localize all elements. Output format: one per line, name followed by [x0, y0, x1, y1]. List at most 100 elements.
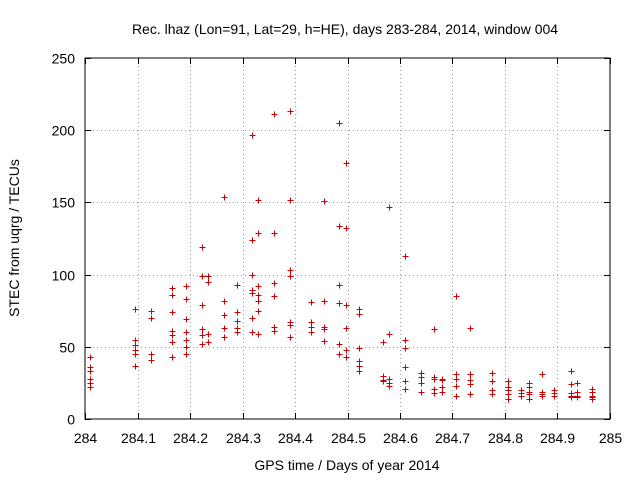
data-point [255, 283, 262, 290]
data-point [431, 376, 438, 383]
data-point [386, 331, 393, 338]
data-point [467, 371, 474, 378]
data-point [287, 334, 294, 341]
data-point [539, 371, 546, 378]
data-point [402, 378, 409, 385]
data-point [489, 370, 496, 377]
x-tick-label: 284.7 [435, 430, 470, 446]
data-point [183, 337, 190, 344]
data-point [467, 325, 474, 332]
data-points [87, 108, 596, 403]
data-point [221, 194, 228, 201]
data-point [343, 160, 350, 167]
y-axis-label: STEC from uqrg / TECUs [6, 159, 22, 317]
y-tick-label: 150 [52, 195, 76, 211]
data-point [402, 337, 409, 344]
data-point [287, 108, 294, 115]
data-point [467, 381, 474, 388]
x-axis: 284 284.1 284.2 284.3 284.4 284.5 284.6 284.7 28… [74, 58, 622, 446]
data-point [148, 357, 155, 364]
y-tick-label: 50 [59, 340, 75, 356]
data-point [336, 120, 343, 127]
data-point [87, 384, 94, 391]
data-point [249, 329, 256, 336]
x-axis-label: GPS time / Days of year 2014 [254, 457, 439, 473]
data-point [343, 354, 350, 361]
data-point [574, 394, 581, 401]
data-point [343, 225, 350, 232]
data-point [234, 329, 241, 336]
data-point [255, 197, 262, 204]
data-point [356, 345, 363, 352]
y-tick-label: 250 [52, 51, 76, 67]
data-point [568, 381, 575, 388]
data-point [343, 347, 350, 354]
data-point [402, 253, 409, 260]
data-point [183, 283, 190, 290]
data-point [287, 267, 294, 274]
data-point [287, 322, 294, 329]
data-point [249, 272, 256, 279]
data-point [183, 316, 190, 323]
data-point [439, 377, 446, 384]
data-point [308, 329, 315, 336]
data-point [271, 293, 278, 300]
data-point [505, 378, 512, 385]
plot-frame [84, 57, 611, 420]
data-point [489, 378, 496, 385]
data-point [169, 339, 176, 346]
data-point [183, 296, 190, 303]
data-point [551, 393, 558, 400]
data-point [568, 394, 575, 401]
data-point [271, 111, 278, 118]
x-tick-label: 284.3 [226, 430, 261, 446]
data-point [453, 376, 460, 383]
data-point [418, 389, 425, 396]
data-point [418, 374, 425, 381]
data-point [221, 312, 228, 319]
data-point [539, 393, 546, 400]
x-tick-label: 284.9 [540, 430, 575, 446]
data-point [505, 396, 512, 403]
data-point [356, 311, 363, 318]
data-point [336, 282, 343, 289]
data-point [183, 329, 190, 336]
data-point [234, 282, 241, 289]
data-point [205, 273, 212, 280]
data-point [199, 244, 206, 251]
data-point [336, 223, 343, 230]
data-point [169, 285, 176, 292]
data-point [574, 380, 581, 387]
data-point [205, 331, 212, 338]
data-point [199, 302, 206, 309]
data-point [148, 308, 155, 315]
data-point [336, 341, 343, 348]
data-point [169, 292, 176, 299]
data-point [169, 332, 176, 339]
chart-title: Rec. lhaz (Lon=91, Lat=29, h=HE), days 2… [132, 21, 558, 37]
data-point [321, 298, 328, 305]
data-point [221, 325, 228, 332]
data-point [402, 386, 409, 393]
data-point [183, 351, 190, 358]
y-tick-label: 0 [67, 412, 75, 428]
data-point [453, 383, 460, 390]
data-point [526, 396, 533, 403]
y-axis: 0 50 100 150 200 250 [52, 51, 610, 428]
data-point [402, 345, 409, 352]
data-point [321, 326, 328, 333]
data-point [249, 132, 256, 139]
data-point [169, 309, 176, 316]
data-point [386, 383, 393, 390]
data-point [255, 331, 262, 338]
data-point [148, 315, 155, 322]
data-point [221, 334, 228, 341]
data-point [336, 351, 343, 358]
data-point [287, 273, 294, 280]
x-tick-label: 284.4 [278, 430, 313, 446]
data-point [132, 363, 139, 370]
data-point [271, 328, 278, 335]
data-point [205, 339, 212, 346]
data-point [308, 299, 315, 306]
data-point [249, 315, 256, 322]
